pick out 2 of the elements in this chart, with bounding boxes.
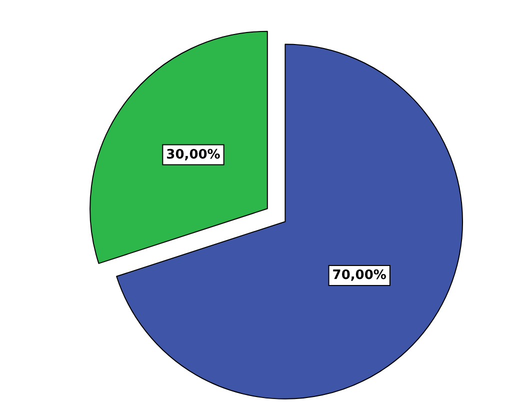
data-label: 70,00%	[332, 268, 386, 283]
data-label: 30,00%	[166, 147, 220, 162]
